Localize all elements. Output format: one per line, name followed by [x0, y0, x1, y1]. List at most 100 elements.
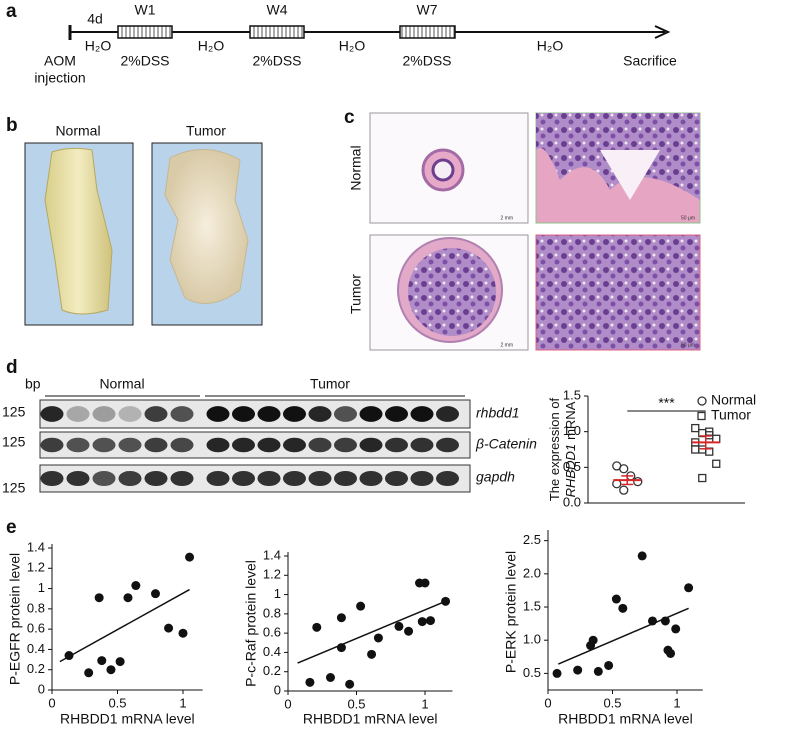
y-axis-label-line: RHBDD1 [563, 444, 578, 497]
x-tick-label: 0 [284, 696, 291, 711]
band [206, 406, 230, 422]
scale-bar: 2 mm [501, 215, 514, 221]
row-label: Tumor [348, 274, 364, 314]
y-tick-label: 0.6 [263, 625, 281, 640]
band-label: gapdh [476, 469, 515, 485]
y-tick-label: 0.4 [263, 644, 281, 659]
data-point [417, 617, 427, 627]
data-point [552, 668, 562, 678]
band [436, 437, 459, 453]
data-point [367, 649, 377, 659]
band-label: β-Catenin [475, 436, 537, 452]
band [359, 470, 383, 487]
data-point [312, 622, 322, 632]
band [40, 470, 64, 487]
y-axis-label: P-EGFR protein level [7, 553, 23, 685]
tissue [600, 150, 660, 200]
data-point [637, 551, 647, 561]
band [308, 470, 332, 487]
data-point [106, 665, 116, 675]
data-point [356, 601, 366, 611]
end-label: Sacrifice [623, 53, 677, 69]
y-tick-label: 1 [274, 586, 281, 601]
band [334, 406, 357, 422]
water-label: H₂O [85, 38, 112, 54]
band-label: rhbdd1 [476, 405, 520, 421]
data-point [593, 666, 603, 676]
micrograph [535, 234, 701, 351]
data-point [588, 635, 598, 645]
panel-label: b [6, 115, 18, 136]
tissue [408, 248, 496, 336]
band [359, 406, 383, 422]
week-label: W4 [267, 2, 288, 18]
photos: Normal Tumor [24, 123, 263, 326]
y-tick-label: 2.5 [523, 532, 541, 547]
y-tick-label: 0.8 [263, 605, 281, 620]
data-point [64, 651, 74, 661]
band [170, 406, 194, 422]
data-point [420, 578, 430, 588]
band [118, 470, 142, 487]
x-tick-label: 0 [544, 695, 551, 710]
band [144, 470, 168, 487]
band [257, 437, 281, 453]
data-point [712, 434, 721, 443]
dss-label: 2%DSS [402, 53, 451, 69]
data-point [619, 485, 629, 495]
data-point [684, 583, 694, 593]
dss-label: 2%DSS [252, 53, 301, 69]
data-point [394, 621, 404, 631]
fit-line [297, 600, 446, 664]
data-point [618, 603, 628, 613]
dss-box [117, 25, 173, 39]
data-point [336, 613, 346, 623]
band [385, 470, 408, 487]
data-point [94, 593, 104, 603]
band [385, 406, 408, 422]
water-label: H₂O [537, 38, 564, 54]
data-point [325, 673, 335, 682]
y-tick-label: 0.2 [263, 663, 281, 678]
data-point [345, 679, 355, 689]
data-point [666, 648, 676, 658]
size-marker: 125 [2, 480, 26, 496]
y-tick-label: 1.2 [27, 560, 45, 575]
band [257, 470, 281, 487]
timeline: 4d W1 W4 W7 H₂O H₂O H₂O H₂O 2%DSS 2%DSS … [34, 2, 677, 86]
band [92, 470, 116, 487]
y-tick-label: 1.2 [263, 567, 281, 582]
y-axis-label: P-c-Raf protein level [243, 560, 259, 687]
dss-label: 2%DSS [120, 53, 169, 69]
legend-marker [697, 396, 707, 406]
legend-label: Tumor [711, 407, 751, 423]
group-label: Normal [99, 376, 144, 392]
band [385, 437, 408, 453]
data-point [84, 668, 94, 678]
band [334, 470, 357, 487]
band [359, 437, 383, 453]
band [92, 406, 116, 422]
y-axis-label-line: mRNA [563, 401, 578, 440]
y-tick-label: 0 [274, 682, 281, 697]
x-tick-label: 1 [421, 696, 428, 711]
y-axis-label: P-ERK protein level [503, 551, 519, 673]
fit-line [59, 588, 190, 663]
week-label: W1 [135, 2, 156, 18]
band [206, 470, 230, 487]
y-axis-label-line: The expression of [547, 397, 562, 501]
y-axis-label: The expression ofRHBDD1 mRNA [547, 397, 578, 501]
tissue [431, 158, 455, 182]
band [66, 470, 90, 487]
x-tick-label: 0.5 [108, 695, 126, 710]
y-tick-label: 1.5 [523, 598, 541, 613]
panel-label: c [344, 107, 355, 128]
data-point [619, 464, 629, 474]
legend-marker [697, 411, 706, 421]
y-tick-label: 0.2 [27, 661, 45, 676]
data-point [633, 476, 643, 487]
data-point [691, 445, 700, 454]
data-point [705, 427, 714, 436]
y-tick-label: 0.5 [563, 459, 581, 474]
